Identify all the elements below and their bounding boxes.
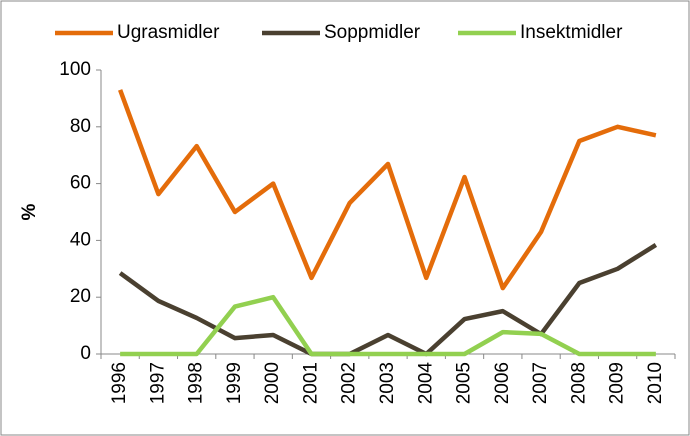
x-tick-label: 2000 <box>262 362 283 404</box>
x-tick-label: 2005 <box>454 362 475 404</box>
x-tick-label: 2009 <box>607 362 628 404</box>
x-tick-label: 1997 <box>147 362 168 404</box>
y-tick-label: 20 <box>70 286 91 307</box>
y-tick-label: 80 <box>70 116 91 137</box>
series-line <box>118 243 658 357</box>
legend-label: Insektmidler <box>520 22 623 43</box>
series-line <box>118 89 657 291</box>
x-tick-label: 1998 <box>186 362 207 404</box>
legend-label: Soppmidler <box>324 22 421 43</box>
x-tick-label: 2004 <box>415 362 436 405</box>
x-tick-label: 2002 <box>339 362 360 404</box>
x-tick-label: 2006 <box>492 362 513 404</box>
series-line <box>120 294 656 357</box>
y-tick-label: 60 <box>70 173 91 194</box>
x-tick-label: 2003 <box>377 362 398 404</box>
y-tick-label: 0 <box>80 343 91 364</box>
y-tick-label: 100 <box>59 59 91 80</box>
x-tick-label: 1999 <box>224 362 245 404</box>
y-axis-label: % <box>19 203 40 220</box>
x-tick-label: 2010 <box>645 362 666 404</box>
x-tick-label: 2007 <box>530 362 551 404</box>
x-tick-label: 1996 <box>109 362 130 404</box>
y-tick-label: 40 <box>70 229 91 250</box>
x-tick-label: 2008 <box>568 362 589 404</box>
x-tick-label: 2001 <box>300 362 321 404</box>
legend-label: Ugrasmidler <box>117 22 220 43</box>
